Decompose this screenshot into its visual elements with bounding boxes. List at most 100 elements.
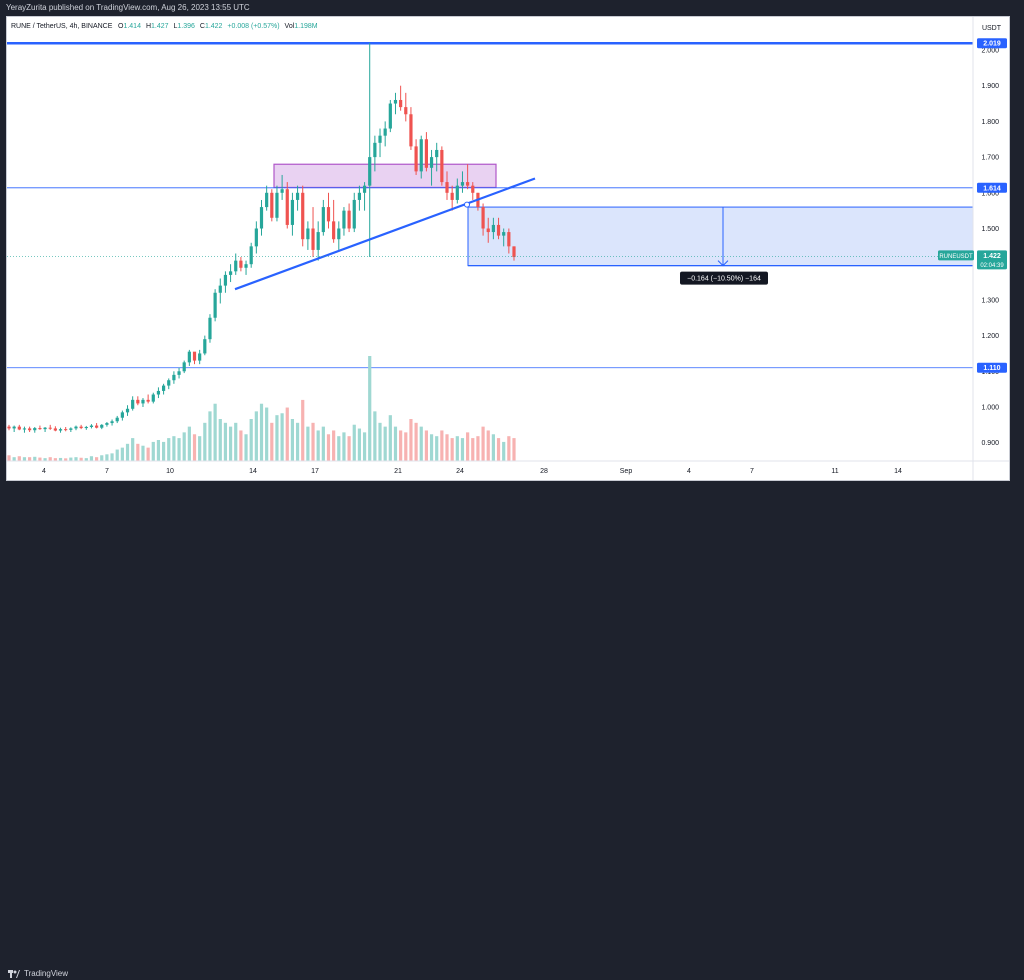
candle-body[interactable] bbox=[161, 385, 166, 391]
candle-body[interactable] bbox=[512, 246, 516, 258]
candle-body[interactable] bbox=[223, 274, 228, 286]
candle-body[interactable] bbox=[53, 428, 57, 431]
chart-panel[interactable]: −0.164 (−10.50%) −164 0.9001.0001.1001.2… bbox=[6, 16, 1010, 481]
candle-body[interactable] bbox=[244, 264, 248, 268]
candle-body[interactable] bbox=[424, 139, 428, 168]
candle-body[interactable] bbox=[43, 427, 47, 430]
candle-body[interactable] bbox=[507, 232, 511, 247]
candle-body[interactable] bbox=[388, 103, 392, 129]
candle-body[interactable] bbox=[151, 394, 155, 402]
candle-body[interactable] bbox=[337, 228, 341, 240]
candle-body[interactable] bbox=[373, 142, 377, 158]
candle-body[interactable] bbox=[7, 426, 11, 429]
trendline-handle[interactable] bbox=[464, 201, 470, 208]
candle-body[interactable] bbox=[301, 192, 305, 240]
candle-body[interactable] bbox=[146, 399, 150, 402]
candle-body[interactable] bbox=[491, 224, 495, 233]
candle-body[interactable] bbox=[156, 390, 161, 395]
trendline[interactable] bbox=[234, 177, 536, 291]
candle-body[interactable] bbox=[259, 207, 264, 229]
candle-body[interactable] bbox=[414, 146, 418, 172]
candle-body[interactable] bbox=[481, 207, 485, 229]
candle-body[interactable] bbox=[280, 189, 284, 193]
candle-body[interactable] bbox=[362, 185, 367, 193]
candle-body[interactable] bbox=[105, 423, 109, 425]
candle-body[interactable] bbox=[58, 429, 63, 431]
candle-body[interactable] bbox=[290, 199, 295, 225]
candle-body[interactable] bbox=[84, 426, 88, 429]
candle-body[interactable] bbox=[440, 149, 444, 183]
candle-body[interactable] bbox=[321, 207, 325, 233]
candle-body[interactable] bbox=[435, 149, 439, 158]
candle-body[interactable] bbox=[393, 99, 398, 104]
candle-body[interactable] bbox=[213, 292, 217, 318]
candle-body[interactable] bbox=[466, 182, 470, 186]
candle-body[interactable] bbox=[486, 228, 490, 233]
candle-body[interactable] bbox=[357, 192, 362, 200]
candle-body[interactable] bbox=[192, 351, 197, 361]
candle-body[interactable] bbox=[368, 157, 372, 186]
candle-body[interactable] bbox=[198, 353, 202, 361]
candle-body[interactable] bbox=[115, 417, 119, 422]
candle-body[interactable] bbox=[172, 374, 176, 381]
candle-body[interactable] bbox=[496, 224, 501, 236]
candle-body[interactable] bbox=[33, 428, 37, 431]
candle-body[interactable] bbox=[429, 157, 434, 168]
candle-body[interactable] bbox=[182, 362, 186, 372]
candle-body[interactable] bbox=[38, 428, 42, 430]
candle-body[interactable] bbox=[471, 185, 475, 193]
candle-body[interactable] bbox=[311, 228, 315, 250]
candle-body[interactable] bbox=[460, 182, 465, 186]
candle-body[interactable] bbox=[125, 408, 130, 413]
candle-body[interactable] bbox=[218, 285, 222, 293]
candle-body[interactable] bbox=[502, 232, 506, 236]
candle-body[interactable] bbox=[306, 228, 310, 240]
candle-body[interactable] bbox=[100, 424, 104, 428]
candle-body[interactable] bbox=[265, 192, 269, 208]
candle-body[interactable] bbox=[17, 426, 21, 430]
candle-body[interactable] bbox=[239, 260, 243, 268]
candle-body[interactable] bbox=[342, 210, 346, 229]
candle-body[interactable] bbox=[22, 428, 27, 430]
candle-body[interactable] bbox=[136, 399, 140, 404]
candle-body[interactable] bbox=[409, 114, 413, 147]
price-range-zone[interactable] bbox=[467, 206, 974, 267]
candle-body[interactable] bbox=[383, 128, 387, 136]
candle-body[interactable] bbox=[399, 99, 403, 108]
candle-body[interactable] bbox=[12, 426, 16, 429]
candle-body[interactable] bbox=[95, 425, 99, 428]
candle-body[interactable] bbox=[316, 232, 320, 250]
candle-body[interactable] bbox=[79, 426, 83, 429]
candle-body[interactable] bbox=[177, 371, 181, 375]
candle-body[interactable] bbox=[285, 189, 289, 225]
candle-body[interactable] bbox=[64, 429, 68, 431]
candle-body[interactable] bbox=[69, 428, 73, 430]
candle-body[interactable] bbox=[120, 412, 124, 418]
candle-body[interactable] bbox=[254, 228, 258, 247]
candle-body[interactable] bbox=[404, 107, 408, 115]
candle-body[interactable] bbox=[326, 207, 331, 222]
candle-body[interactable] bbox=[419, 139, 423, 172]
candle-body[interactable] bbox=[228, 271, 233, 275]
candle-body[interactable] bbox=[203, 339, 207, 354]
candle-body[interactable] bbox=[208, 317, 212, 340]
candle-body[interactable] bbox=[450, 192, 454, 200]
candle-body[interactable] bbox=[270, 192, 274, 218]
price-chart[interactable]: −0.164 (−10.50%) −164 0.9001.0001.1001.2… bbox=[7, 17, 1009, 480]
candle-body[interactable] bbox=[347, 210, 351, 229]
candle-body[interactable] bbox=[455, 185, 459, 200]
candle-body[interactable] bbox=[74, 426, 78, 429]
candle-body[interactable] bbox=[249, 246, 253, 265]
candle-body[interactable] bbox=[352, 199, 356, 229]
candle-body[interactable] bbox=[28, 428, 32, 431]
candle-body[interactable] bbox=[167, 380, 171, 386]
candle-body[interactable] bbox=[48, 427, 52, 429]
candle-body[interactable] bbox=[141, 399, 145, 404]
candle-body[interactable] bbox=[110, 421, 114, 424]
candle-body[interactable] bbox=[295, 192, 300, 200]
candle-body[interactable] bbox=[131, 399, 135, 409]
candle-body[interactable] bbox=[275, 192, 279, 218]
candle-body[interactable] bbox=[378, 135, 382, 143]
candle-body[interactable] bbox=[234, 260, 238, 272]
candle-body[interactable] bbox=[187, 351, 191, 363]
